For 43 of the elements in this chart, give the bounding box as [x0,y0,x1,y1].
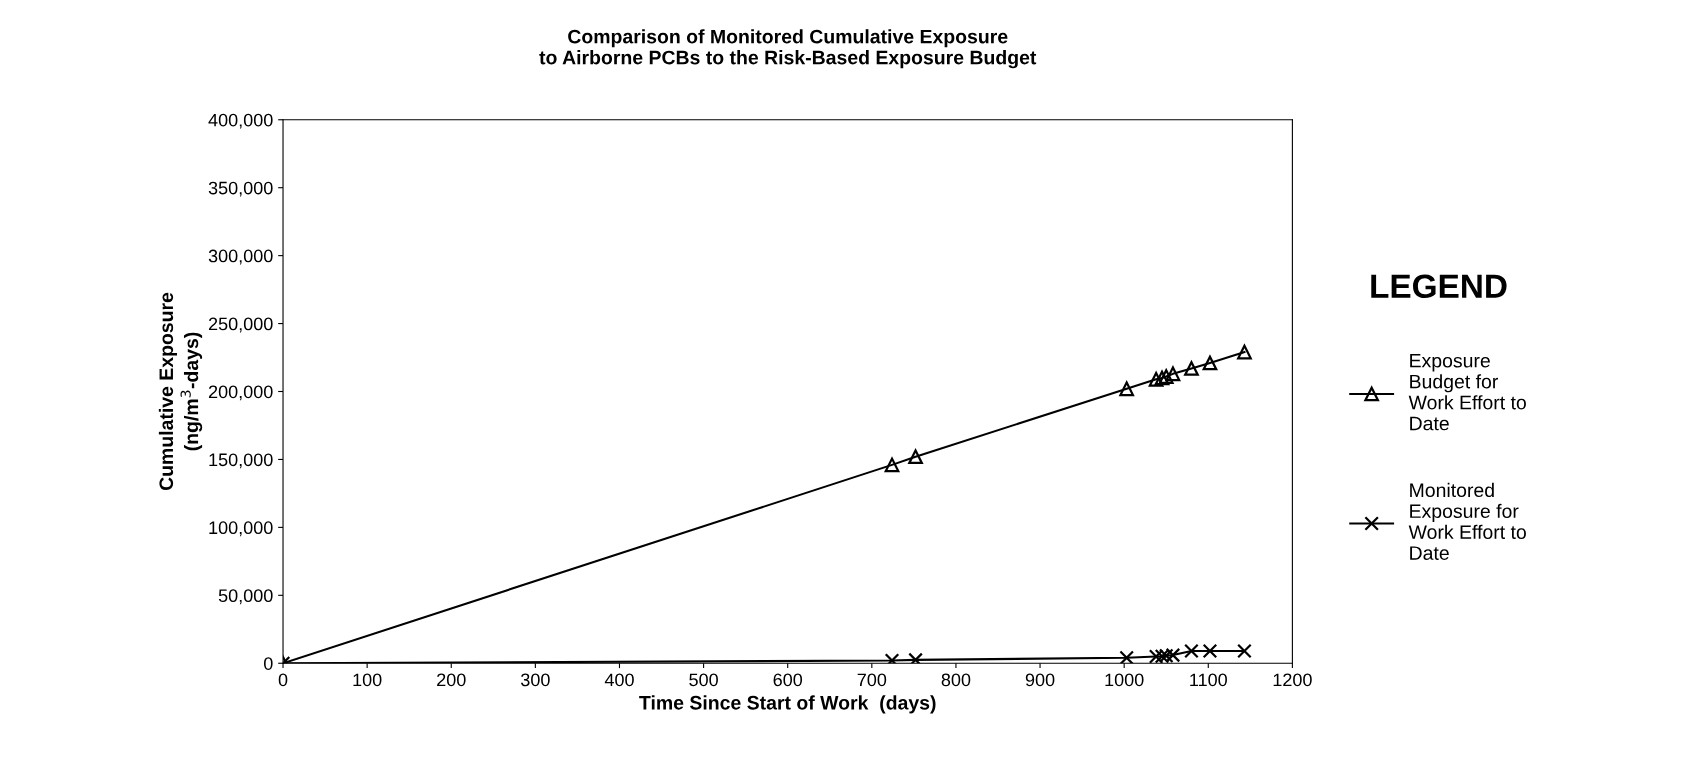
legend-label: Exposure Budget for Work Effort to Date [1408,353,1526,431]
x-tick-label: 1100 [1190,673,1227,687]
x-tick-label: 1200 [1273,673,1312,687]
point [908,449,923,465]
y-tick-label: 0 [263,657,273,670]
x-tick-label: 800 [941,673,971,687]
y-tick-label: 400,000 [208,113,273,129]
x-tick-label: 700 [857,673,887,687]
x-axis-title: Time Since Start of Work (days) [639,695,936,714]
legend-title: LEGEND [1371,274,1507,299]
x-tick-label: 1000 [1105,673,1144,687]
y-tick-label: 200,000 [208,385,273,401]
point [1148,371,1164,387]
point [1184,361,1199,376]
x-tick-label: 100 [353,673,382,687]
point [908,652,923,664]
point [1119,650,1135,664]
y-tick-label: 350,000 [208,181,273,197]
x-tick-label: 900 [1025,673,1055,687]
y-tick-label: 100,000 [209,521,273,537]
x-tick-label: 500 [689,673,718,687]
point [1202,643,1218,659]
y-tick-label: 50,000 [218,589,273,605]
point [1237,344,1252,360]
legend-label: Monitored Exposure for Work Effort to Date [1408,482,1526,560]
point [1119,381,1135,397]
chart-title: Comparison of Monitored Cumulative Exposure to Airborne PCBs to the Risk-Based Exposure Budget [539,29,1037,69]
point [1154,370,1170,386]
point [1184,643,1199,659]
point [1165,366,1181,382]
x-tick-label: 600 [773,673,803,687]
y-tick-label: 150,000 [209,453,273,469]
y-axis-title: Cumulative Exposure (ng/m$^{3}$-days) [158,292,203,491]
x-tick-label: 0 [278,673,288,687]
x-tick-label: 400 [604,673,634,687]
point [1158,369,1174,384]
x-tick-label: 300 [521,673,550,687]
point [1202,355,1218,371]
y-tick-label: 300,000 [208,249,273,265]
x-tick-label: 200 [437,673,466,687]
point [1237,643,1252,659]
y-tick-label: 250,000 [208,317,273,333]
point [884,457,900,473]
